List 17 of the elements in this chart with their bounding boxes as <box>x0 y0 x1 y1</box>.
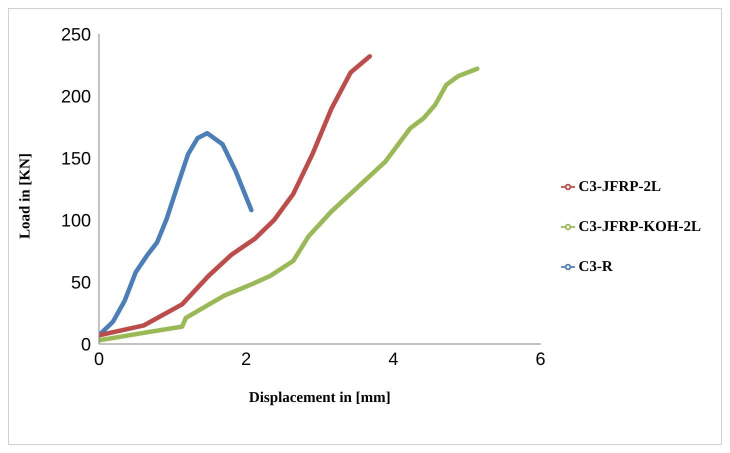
y-tick-label: 250 <box>60 24 91 44</box>
x-tick-label: 4 <box>388 348 398 369</box>
x-tick-label: 6 <box>536 348 546 369</box>
legend-label: C3-JFRP-KOH-2L <box>578 218 701 234</box>
y-tick-label: 50 <box>70 272 91 292</box>
y-tick-label: 200 <box>60 86 91 106</box>
line-series <box>99 54 372 338</box>
y-tick-label: 0 <box>80 334 91 354</box>
y-axis-title: Load in [KN] <box>17 153 34 239</box>
x-axis-title: Displacement in [mm] <box>248 390 391 406</box>
line-series <box>99 66 480 343</box>
x-tick-label: 2 <box>241 348 252 369</box>
legend-label: C3-JFRP-2L <box>578 178 662 194</box>
y-tick-label: 150 <box>60 148 91 168</box>
y-tick-label: 100 <box>60 210 91 230</box>
legend-label: C3-R <box>578 258 613 274</box>
x-tick-label: 0 <box>94 348 104 369</box>
